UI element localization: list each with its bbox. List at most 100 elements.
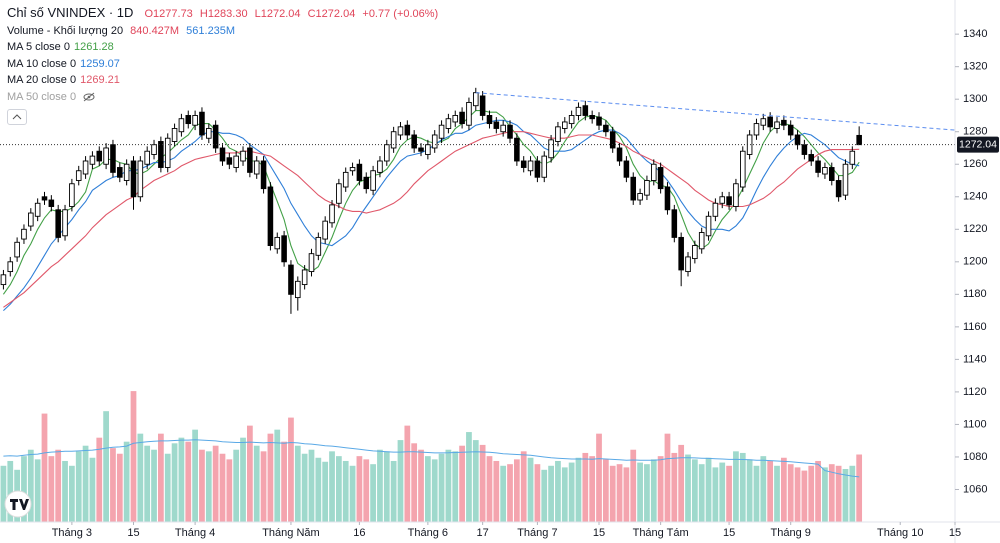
candle-body: [151, 144, 157, 155]
candle-body: [726, 196, 732, 206]
volume-bar: [48, 456, 55, 522]
candle-body: [69, 183, 75, 207]
plot: [0, 87, 956, 522]
candle-body: [801, 144, 808, 155]
x-tick-label: 16: [353, 527, 365, 539]
ohlc-open: O1277.73: [144, 8, 193, 20]
candle-body: [377, 160, 383, 173]
candle-body: [206, 128, 212, 139]
volume-bar: [377, 449, 383, 522]
candle-body: [329, 204, 335, 224]
volume-bar: [96, 437, 103, 522]
candle-body: [185, 115, 192, 125]
x-tick-label: Tháng 6: [408, 527, 448, 539]
candle-body: [589, 115, 595, 120]
volume-bar: [294, 445, 301, 522]
candle-body: [315, 236, 322, 256]
candle-body: [342, 171, 349, 188]
volume-bar: [609, 465, 616, 522]
y-tick-label: 1280: [963, 126, 987, 138]
chevron-icon: [12, 114, 22, 120]
candle-body: [473, 92, 479, 107]
candle-body: [397, 126, 404, 136]
candle-body: [28, 212, 34, 227]
volume-bar: [62, 460, 68, 522]
volume-bar: [596, 433, 602, 522]
volume-bar: [513, 459, 520, 522]
volume-bar: [828, 464, 835, 522]
candle-body: [137, 160, 144, 198]
candle-body: [110, 144, 116, 173]
candle-body: [520, 160, 527, 168]
volume-legend-name[interactable]: Volume - Khối lượng 20: [7, 24, 124, 37]
candle-body: [856, 134, 862, 146]
volume-bar: [411, 443, 418, 522]
volume-bar: [199, 449, 205, 522]
volume-bar: [212, 445, 219, 522]
y-tick-label: 1160: [963, 321, 987, 333]
ma-legend-name[interactable]: MA 20 close 0: [7, 74, 77, 86]
volume-bar: [787, 464, 794, 522]
candle-body: [534, 160, 541, 178]
ma-legend-name[interactable]: MA 5 close 0: [7, 41, 70, 53]
ma-legend-value: 1259.07: [80, 57, 120, 70]
candle-body: [62, 209, 68, 237]
volume-bar: [794, 467, 801, 522]
ma-legend-name[interactable]: MA 50 close 0: [7, 90, 77, 103]
candle-body: [82, 160, 89, 175]
y-tick-label: 1220: [963, 223, 987, 235]
candle-body: [459, 111, 465, 125]
x-tick-label: Tháng 3: [52, 527, 92, 539]
price-axis: [955, 0, 1000, 543]
x-tick-label: Tháng 9: [771, 527, 811, 539]
candle-body: [479, 95, 486, 116]
volume-bar: [41, 413, 48, 522]
candle-body: [828, 167, 835, 181]
volume-bar: [253, 445, 260, 522]
candle-body: [575, 106, 582, 116]
ma-legend-name[interactable]: MA 10 close 0: [7, 57, 77, 70]
volume-bar: [644, 464, 650, 522]
volume-bar: [835, 465, 842, 522]
candle-body: [123, 163, 130, 181]
volume-bar: [445, 449, 452, 522]
volume-bar: [685, 454, 691, 522]
volume-bar: [637, 462, 643, 522]
volume-bar: [712, 467, 719, 522]
candle-body: [212, 124, 219, 149]
candle-body: [130, 160, 137, 198]
volume-bar: [288, 417, 294, 522]
volume-bar: [21, 456, 27, 522]
candle-body: [158, 141, 164, 168]
candle-body: [555, 126, 561, 142]
collapse-button[interactable]: [7, 109, 27, 125]
candle-body: [21, 228, 27, 240]
candle-body: [233, 155, 239, 168]
volume-bar: [246, 425, 253, 522]
candle-body: [623, 160, 630, 178]
candle-body: [671, 209, 678, 238]
candle-body: [815, 160, 821, 173]
volume-bar: [110, 448, 116, 522]
candle-body: [322, 220, 328, 240]
candle-body: [568, 115, 575, 125]
volume-bar: [822, 467, 828, 522]
volume-bar: [452, 451, 459, 522]
volume-bar: [541, 469, 548, 522]
volume-legend-value: 840.427M: [130, 24, 180, 37]
candle-body: [438, 124, 445, 139]
volume-bar: [691, 459, 698, 522]
volume-bar: [780, 457, 787, 522]
volume-bar: [630, 449, 637, 522]
volume-bar: [116, 453, 123, 522]
volume-bar: [705, 457, 712, 522]
candle-body: [774, 121, 780, 129]
volume-bar: [842, 468, 849, 522]
volume-bar: [520, 451, 527, 522]
hidden-icon[interactable]: [83, 92, 95, 102]
candle-body: [48, 199, 55, 207]
volume-bar: [363, 459, 370, 522]
candle-body: [527, 160, 534, 172]
volume-bar: [616, 464, 623, 522]
volume-bar: [240, 437, 246, 522]
